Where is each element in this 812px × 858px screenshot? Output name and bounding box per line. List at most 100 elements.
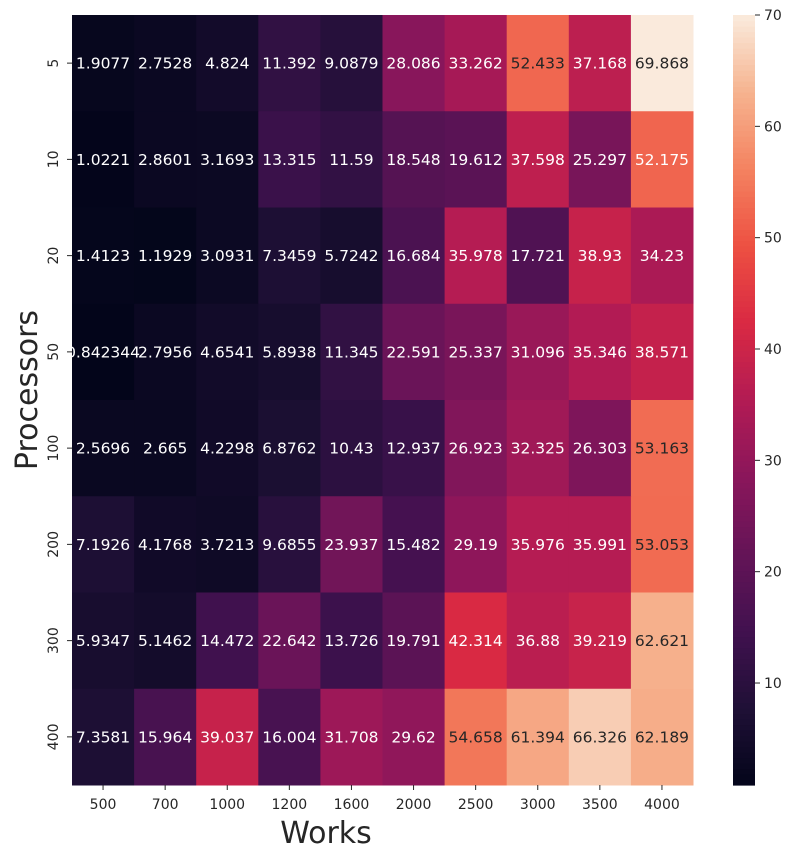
colorbar-segment: [733, 576, 755, 583]
heatmap-cell: [506, 400, 570, 497]
colorbar-segment: [733, 499, 755, 506]
heatmap-cell: [630, 688, 694, 786]
heatmap-cell: [134, 111, 197, 208]
colorbar-segment: [733, 312, 755, 319]
y-tick-label: 100: [46, 435, 62, 462]
heatmap-cell: [196, 592, 259, 690]
heatmap-cell: [72, 111, 135, 208]
colorbar-segment: [733, 581, 755, 588]
colorbar-segment: [733, 147, 755, 154]
colorbar-tick-label: 10: [764, 676, 782, 692]
heatmap-cell-label: 9.6855: [262, 536, 316, 554]
heatmap-cell: [506, 207, 570, 305]
heatmap-cell-label: 13.315: [262, 151, 316, 169]
heatmap-cell: [568, 688, 632, 786]
heatmap-cell: [630, 303, 694, 401]
colorbar-segment: [733, 779, 755, 786]
heatmap-cell: [382, 303, 446, 401]
heatmap-cell: [134, 303, 197, 401]
colorbar-segment: [733, 185, 755, 192]
heatmap-cell-label: 5.9347: [76, 632, 130, 650]
heatmap-cell-label: 66.326: [573, 728, 627, 746]
colorbar-segment: [733, 614, 755, 621]
colorbar-segment: [733, 328, 755, 335]
colorbar-segment: [733, 394, 755, 401]
colorbar-segment: [733, 768, 755, 775]
heatmap-cell: [506, 111, 570, 208]
colorbar-segment: [733, 37, 755, 44]
heatmap-cell-label: 53.163: [635, 440, 689, 458]
colorbar-segment: [733, 130, 755, 137]
heatmap-cell-label: 2.7528: [138, 55, 192, 73]
colorbar-segment: [733, 345, 755, 352]
heatmap-cell: [196, 303, 259, 401]
colorbar-segment: [733, 741, 755, 748]
colorbar-segment: [733, 664, 755, 671]
x-tick-label: 3500: [582, 797, 618, 813]
colorbar-segment: [733, 196, 755, 203]
y-axis-ticks: 5 10 20 50 100 200 300 400: [46, 59, 72, 750]
heatmap-cell: [196, 496, 259, 593]
x-tick-label: 4000: [644, 797, 680, 813]
heatmap-cell-label: 28.086: [386, 55, 440, 73]
colorbar-segment: [733, 163, 755, 170]
heatmap-cell-label: 54.658: [449, 728, 503, 746]
heatmap-cell-label: 52.175: [635, 151, 689, 169]
heatmap-cell-label: 39.037: [200, 728, 254, 746]
heatmap-cell-label: 16.684: [386, 247, 440, 265]
colorbar-segment: [733, 367, 755, 374]
x-tick-label: 2000: [396, 797, 432, 813]
heatmap-cell: [134, 15, 197, 112]
colorbar-segment: [733, 713, 755, 720]
colorbar-segment: [733, 31, 755, 38]
colorbar-segment: [733, 92, 755, 99]
heatmap-cell: [568, 400, 632, 497]
colorbar-segment: [733, 653, 755, 660]
colorbar-segment: [733, 48, 755, 55]
heatmap-cell-label: 1.1929: [138, 247, 192, 265]
colorbar-segment: [733, 774, 755, 781]
colorbar-segment: [733, 191, 755, 198]
heatmap-cell-label: 15.482: [386, 536, 440, 554]
heatmap-cell: [258, 688, 321, 786]
x-axis-title: Works: [280, 816, 372, 851]
colorbar-segment: [733, 455, 755, 462]
colorbar-segment: [733, 763, 755, 770]
heatmap-cell: [134, 592, 197, 690]
heatmap-cell: [506, 496, 570, 593]
colorbar-segment: [733, 169, 755, 176]
heatmap-cell: [134, 400, 197, 497]
heatmap-cell: [196, 207, 259, 305]
colorbar-segment: [733, 565, 755, 572]
colorbar-segment: [733, 42, 755, 49]
heatmap-cell: [320, 15, 383, 112]
colorbar-segment: [733, 136, 755, 143]
heatmap-cell: [382, 15, 446, 112]
colorbar-segment: [733, 103, 755, 110]
heatmap-cell-label: 9.0879: [324, 55, 378, 73]
colorbar-segment: [733, 466, 755, 473]
heatmap-cell-label: 3.7213: [200, 536, 254, 554]
heatmap-cell-label: 10.43: [329, 440, 373, 458]
colorbar-segment: [733, 504, 755, 511]
colorbar-segment: [733, 460, 755, 467]
heatmap-cell: [506, 303, 570, 401]
heatmap-cell: [320, 111, 383, 208]
heatmap-cell-label: 23.937: [324, 536, 378, 554]
colorbar-segment: [733, 548, 755, 555]
colorbar-segment: [733, 125, 755, 132]
heatmap-cell-label: 11.59: [329, 151, 373, 169]
x-tick-label: 500: [90, 797, 117, 813]
colorbar-segment: [733, 350, 755, 357]
colorbar-segment: [733, 598, 755, 605]
heatmap-cell: [444, 15, 508, 112]
heatmap-cell: [72, 207, 135, 305]
heatmap-cell: [258, 592, 321, 690]
colorbar-segment: [733, 268, 755, 275]
colorbar-segment: [733, 372, 755, 379]
heatmap-cell-label: 4.1768: [138, 536, 192, 554]
heatmap-cell: [444, 688, 508, 786]
colorbar-segment: [733, 603, 755, 610]
heatmap-cell-label: 35.976: [511, 536, 565, 554]
